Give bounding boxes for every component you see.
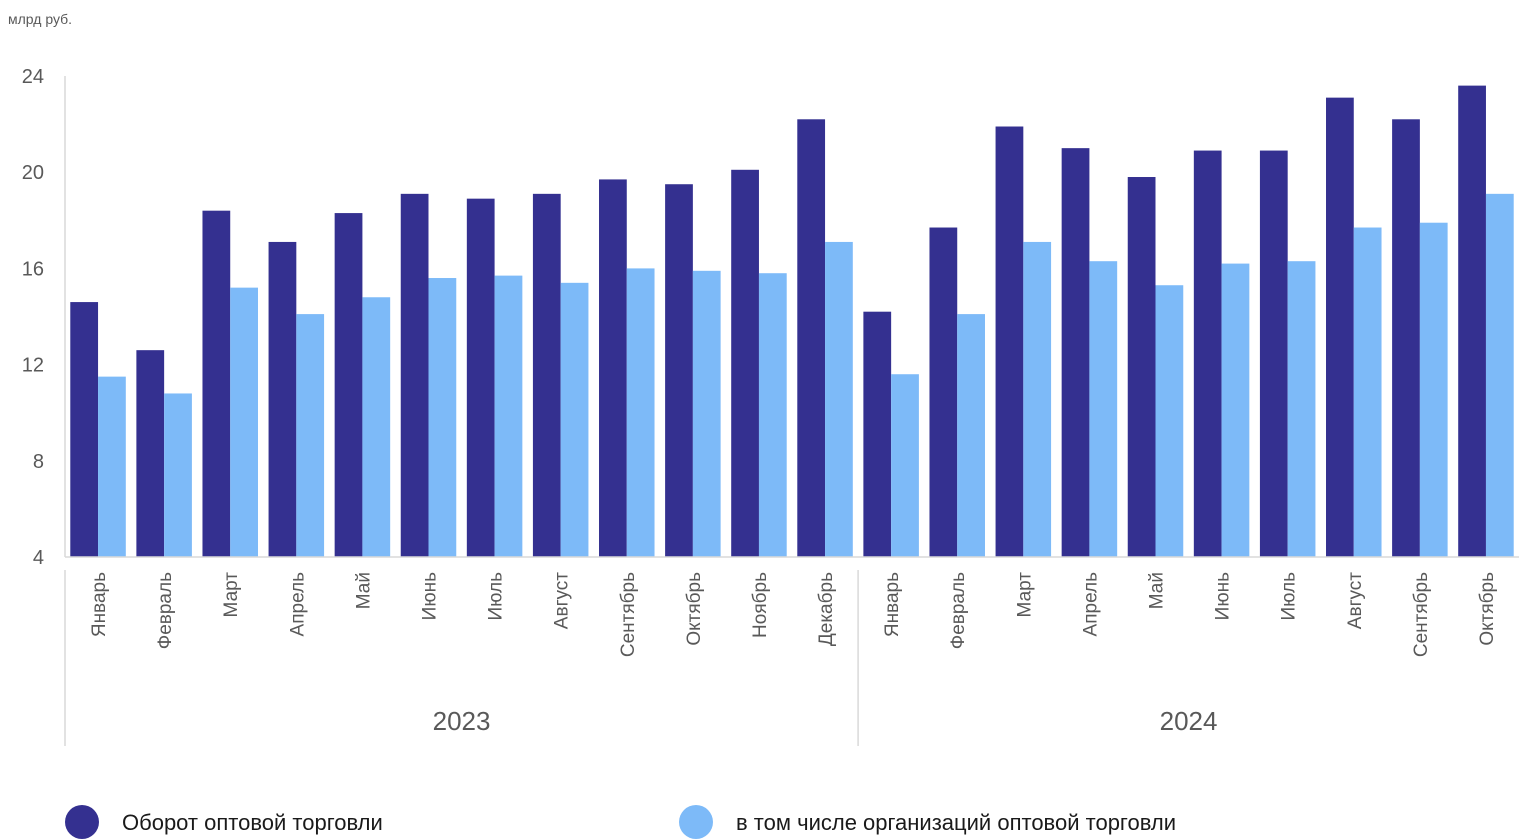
x-month-label: Октябрь bbox=[684, 572, 705, 646]
bar-wholesale-organizations bbox=[164, 393, 192, 557]
y-tick-label: 24 bbox=[22, 66, 44, 88]
bar-wholesale-organizations bbox=[1287, 261, 1316, 557]
bar-wholesale-turnover bbox=[665, 184, 693, 557]
bar-wholesale-organizations bbox=[1023, 241, 1052, 557]
x-month-label: Март bbox=[1014, 572, 1035, 618]
bar-wholesale-turnover bbox=[466, 198, 495, 557]
bar-wholesale-turnover bbox=[797, 119, 826, 557]
legend-marker bbox=[679, 805, 713, 839]
bar-wholesale-turnover bbox=[599, 179, 627, 558]
bar-wholesale-turnover bbox=[1458, 85, 1486, 558]
x-month-label: Август bbox=[552, 572, 573, 629]
year-group-label: 2024 bbox=[1160, 706, 1218, 736]
x-month-label: Февраль bbox=[948, 572, 969, 649]
x-month-label: Сентябрь bbox=[1411, 572, 1432, 657]
bar-series bbox=[70, 85, 1514, 558]
bar-wholesale-turnover bbox=[202, 210, 231, 557]
bar-wholesale-organizations bbox=[98, 376, 126, 558]
bar-wholesale-organizations bbox=[560, 282, 589, 557]
bar-wholesale-organizations bbox=[296, 314, 325, 557]
x-axis-labels: Январь Февраль Март Апрель Май Июнь Июль Август… bbox=[64, 570, 1498, 746]
bar-wholesale-organizations bbox=[494, 275, 523, 557]
bar-wholesale-organizations bbox=[428, 278, 457, 557]
bar-wholesale-organizations bbox=[230, 287, 258, 557]
bar-wholesale-turnover bbox=[995, 126, 1024, 557]
bar-wholesale-turnover bbox=[268, 241, 297, 557]
bar-wholesale-turnover bbox=[1193, 150, 1222, 557]
y-tick-label: 4 bbox=[33, 547, 44, 569]
bar-wholesale-organizations bbox=[891, 374, 919, 557]
bar-wholesale-organizations bbox=[692, 270, 721, 557]
bar-wholesale-turnover bbox=[532, 193, 561, 557]
x-month-label: Ноябрь bbox=[750, 572, 771, 638]
x-month-label: Сентябрь bbox=[618, 572, 639, 657]
bar-wholesale-organizations bbox=[362, 297, 391, 557]
bar-wholesale-turnover bbox=[731, 169, 759, 558]
bar-wholesale-organizations bbox=[1155, 285, 1184, 557]
x-month-label: Март bbox=[221, 572, 242, 618]
year-group-label: 2023 bbox=[433, 706, 491, 736]
legend-label: Оборот оптовой торговли bbox=[122, 810, 383, 835]
bar-wholesale-organizations bbox=[957, 314, 985, 557]
bar-wholesale-turnover bbox=[1259, 150, 1288, 557]
legend-label: в том числе организаций оптовой торговли bbox=[736, 810, 1176, 835]
legend-marker bbox=[65, 805, 99, 839]
bar-wholesale-organizations bbox=[1419, 222, 1448, 557]
bar-wholesale-organizations bbox=[1221, 263, 1250, 557]
x-month-label: Май bbox=[353, 572, 374, 609]
x-month-label: Февраль bbox=[155, 572, 176, 649]
x-month-label: Январь bbox=[882, 572, 903, 637]
bar-wholesale-organizations bbox=[1353, 227, 1382, 557]
x-month-label: Июнь bbox=[420, 572, 441, 620]
y-tick-label: 12 bbox=[22, 355, 44, 377]
x-month-label: Июнь bbox=[1213, 572, 1234, 620]
x-month-label: Июль bbox=[1279, 572, 1300, 621]
x-month-label: Декабрь bbox=[816, 572, 837, 646]
x-month-label: Апрель bbox=[1080, 572, 1101, 637]
x-month-label: Май bbox=[1147, 572, 1168, 609]
bar-wholesale-turnover bbox=[1127, 177, 1156, 557]
y-axis-ticks: 4 8 12 16 20 24 bbox=[22, 66, 44, 569]
y-tick-label: 20 bbox=[22, 162, 44, 184]
x-month-label: Июль bbox=[486, 572, 507, 621]
x-month-label: Август bbox=[1345, 572, 1366, 629]
bar-wholesale-turnover bbox=[863, 311, 892, 557]
bar-wholesale-turnover bbox=[929, 227, 958, 557]
bar-wholesale-organizations bbox=[1089, 261, 1118, 557]
bar-wholesale-turnover bbox=[334, 213, 363, 557]
bar-wholesale-turnover bbox=[1326, 97, 1354, 557]
legend: Оборот оптовой торговли в том числе орган… bbox=[65, 805, 1176, 839]
y-tick-label: 8 bbox=[33, 451, 44, 473]
bar-wholesale-turnover bbox=[1061, 148, 1090, 557]
bar-wholesale-organizations bbox=[758, 273, 787, 557]
bar-wholesale-turnover bbox=[136, 350, 165, 557]
bar-wholesale-turnover bbox=[400, 193, 429, 557]
bar-wholesale-organizations bbox=[1485, 193, 1514, 557]
x-month-label: Апрель bbox=[287, 572, 308, 637]
bar-wholesale-organizations bbox=[825, 241, 853, 557]
bar-wholesale-organizations bbox=[626, 268, 655, 557]
x-month-label: Январь bbox=[89, 572, 110, 637]
bar-wholesale-turnover bbox=[1392, 119, 1420, 557]
x-month-label: Октябрь bbox=[1477, 572, 1498, 646]
y-tick-label: 16 bbox=[22, 258, 44, 280]
bar-wholesale-turnover bbox=[70, 302, 99, 557]
unit-label: млрд руб. bbox=[8, 11, 72, 27]
